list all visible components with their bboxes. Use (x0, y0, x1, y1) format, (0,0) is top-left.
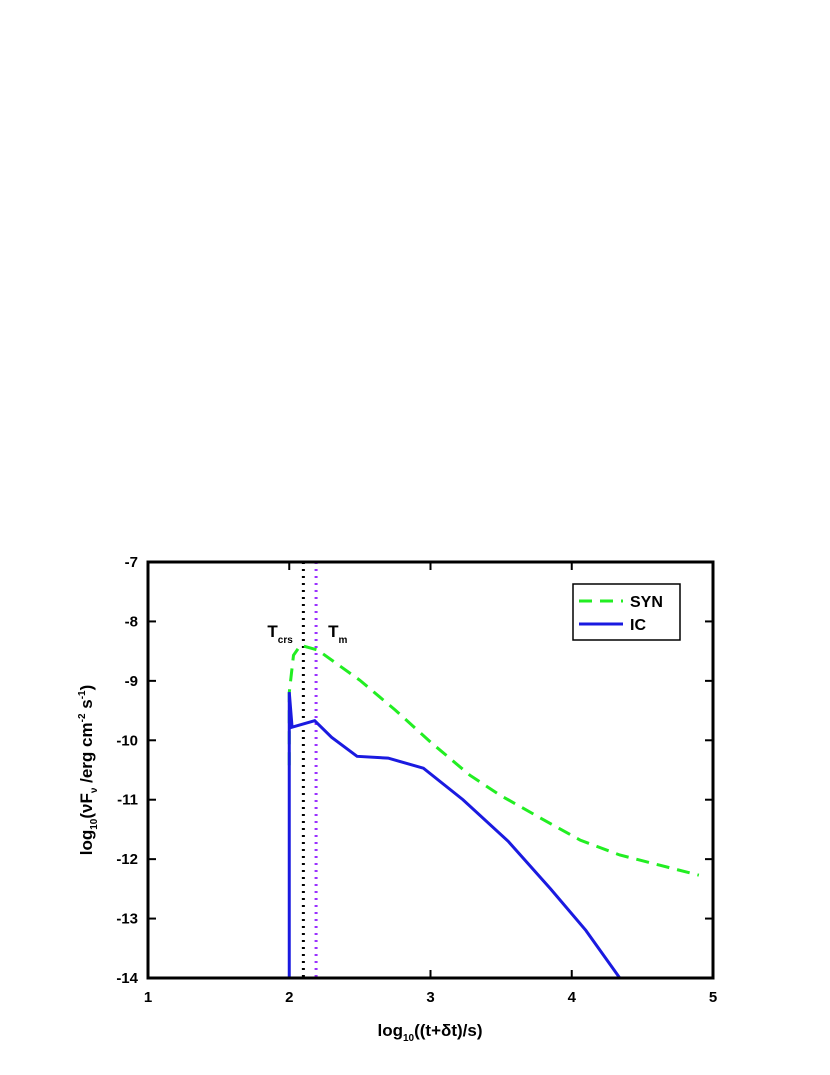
y-label-part: ν (89, 787, 100, 793)
legend-box (572, 583, 681, 641)
y-tick-label: -10 (116, 732, 138, 749)
legend-label: SYN (630, 594, 663, 611)
y-tick-label: -9 (125, 673, 138, 690)
y-tick-label: -11 (117, 792, 138, 809)
y-label-part: /erg cm (77, 722, 96, 787)
marker-label-part: T (328, 622, 339, 641)
y-label-part: 10 (89, 818, 100, 830)
y-tick-label: -14 (116, 970, 138, 987)
x-tick-label: 5 (709, 989, 717, 1006)
marker-label-part: m (338, 635, 347, 646)
x-tick-label: 1 (144, 989, 152, 1006)
series-line (287, 692, 621, 978)
y-tick-label: -13 (116, 911, 138, 928)
y-axis-label: log10(νFν /erg cm-2 s-1) (77, 685, 100, 856)
y-tick-label: -8 (125, 613, 138, 630)
series-line (287, 643, 700, 877)
x-label-part: ((t+δt)/s) (414, 1021, 482, 1040)
plot-frame (146, 560, 715, 980)
y-label-part: s (77, 699, 96, 713)
y-tick-label: -7 (125, 554, 138, 571)
y-label-part: ) (77, 685, 96, 691)
y-label-part: -2 (77, 713, 88, 722)
x-axis-label: log10((t+δt)/s) (377, 1021, 482, 1044)
marker-label-part: crs (278, 635, 293, 646)
marker-label-part: T (267, 622, 278, 641)
marker-label: Tm (328, 622, 347, 646)
x-tick-label: 2 (285, 989, 293, 1006)
x-label-part: log (377, 1021, 403, 1040)
x-label-part: 10 (403, 1033, 415, 1044)
y-tick-label: -12 (116, 851, 138, 868)
y-label-part: log (77, 830, 96, 856)
y-label-part: -1 (77, 690, 88, 699)
legend-label: IC (630, 617, 646, 634)
x-tick-label: 4 (568, 989, 577, 1006)
marker-label: Tcrs (267, 622, 293, 646)
x-tick-label: 3 (426, 989, 434, 1006)
y-label-part: (νF (77, 793, 96, 819)
